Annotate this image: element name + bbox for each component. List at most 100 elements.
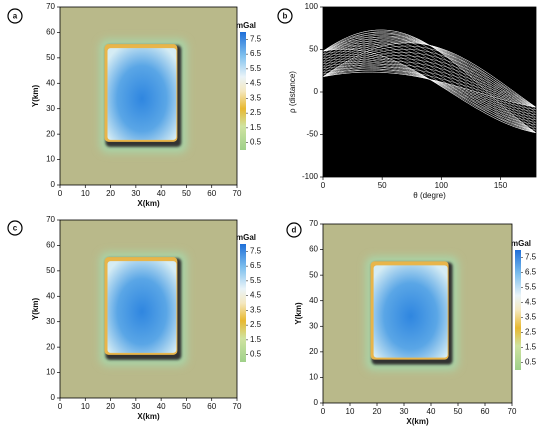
x-tick-label: 0 <box>321 181 326 190</box>
x-tick-label: 40 <box>427 407 436 416</box>
colorbar-tick-label: 6.5 <box>250 261 262 270</box>
anomaly <box>108 48 177 140</box>
plot-area <box>60 7 237 185</box>
colorbar-tick-label: 1.5 <box>525 343 537 352</box>
y-tick-label: 30 <box>46 104 55 113</box>
y-tick-label: 50 <box>309 45 318 54</box>
x-tick-label: 150 <box>494 181 508 190</box>
colorbar-tick-label: 1.5 <box>250 335 262 344</box>
y-tick-label: 20 <box>46 342 55 351</box>
x-tick-label: 10 <box>81 402 90 411</box>
colorbar-tick-label: 7.5 <box>250 34 262 43</box>
x-tick-label: 20 <box>106 402 115 411</box>
colorbar-tick-label: 7.5 <box>525 253 537 262</box>
colorbar-tick-label: 5.5 <box>250 64 262 73</box>
y-tick-label: 50 <box>309 270 318 279</box>
plot-area <box>323 7 536 177</box>
colorbar-label: mGal <box>511 239 531 248</box>
x-tick-label: 0 <box>58 402 63 411</box>
y-tick-label: 70 <box>309 219 318 228</box>
panel-label: a <box>13 12 18 21</box>
x-tick-label: 60 <box>207 402 216 411</box>
y-tick-label: 10 <box>46 155 55 164</box>
x-tick-label: 50 <box>182 402 191 411</box>
x-tick-label: 20 <box>373 407 382 416</box>
x-tick-label: 60 <box>481 407 490 416</box>
x-axis-label: X(km) <box>137 199 160 208</box>
colorbar-label: mGal <box>236 21 256 30</box>
colorbar-tick-label: 6.5 <box>250 49 262 58</box>
x-tick-label: 70 <box>233 402 242 411</box>
colorbar-tick-label: 2.5 <box>250 320 262 329</box>
colorbar-label: mGal <box>236 233 256 242</box>
x-tick-label: 100 <box>435 181 449 190</box>
colorbar-tick-label: 4.5 <box>525 298 537 307</box>
y-axis-label: ρ (distance) <box>288 71 297 113</box>
y-tick-label: 40 <box>309 296 318 305</box>
figure: 0 10 20 30 40 50 60 70 0 10 20 30 40 50 60 70 X(km) Y(km)… <box>0 0 537 426</box>
colorbar-tick-label: 4.5 <box>250 79 262 88</box>
y-tick-label: 60 <box>309 245 318 254</box>
y-tick-label: 0 <box>51 393 56 402</box>
y-tick-label: -100 <box>302 172 319 181</box>
x-tick-label: 30 <box>131 402 140 411</box>
x-tick-label: 70 <box>508 407 517 416</box>
x-axis-label: X(km) <box>137 412 160 421</box>
colorbar-tick-label: 1.5 <box>250 123 262 132</box>
y-tick-label: 0 <box>51 180 56 189</box>
colorbar-tick-label: 5.5 <box>525 283 537 292</box>
x-tick-label: 50 <box>454 407 463 416</box>
y-axis-label: Y(km) <box>294 302 303 325</box>
x-tick-label: 50 <box>182 189 191 198</box>
y-tick-label: -50 <box>306 130 318 139</box>
x-tick-label: 10 <box>346 407 355 416</box>
plot-area <box>60 220 237 398</box>
y-tick-label: 0 <box>314 87 319 96</box>
panel-label: d <box>292 226 297 235</box>
colorbar <box>515 250 521 370</box>
x-tick-label: 20 <box>106 189 115 198</box>
y-tick-label: 0 <box>314 398 319 407</box>
colorbar-tick-label: 3.5 <box>250 93 262 102</box>
y-tick-label: 50 <box>46 53 55 62</box>
colorbar-tick-label: 0.5 <box>525 358 537 367</box>
y-tick-label: 20 <box>309 347 318 356</box>
y-tick-label: 60 <box>46 241 55 250</box>
x-tick-label: 50 <box>378 181 387 190</box>
colorbar-tick-label: 3.5 <box>525 313 537 322</box>
y-axis-label: Y(km) <box>31 85 40 108</box>
x-axis-label: θ (degre) <box>413 191 446 200</box>
panel-label: b <box>283 12 288 21</box>
colorbar-tick-label: 2.5 <box>525 328 537 337</box>
anomaly <box>108 261 177 353</box>
x-tick-label: 70 <box>233 189 242 198</box>
colorbar-tick-label: 4.5 <box>250 291 262 300</box>
plot-area <box>323 224 512 403</box>
x-axis-label: X(km) <box>406 417 429 426</box>
colorbar-tick-label: 7.5 <box>250 246 262 255</box>
colorbar-tick-label: 5.5 <box>250 276 262 285</box>
y-tick-label: 20 <box>46 129 55 138</box>
y-tick-label: 60 <box>46 28 55 37</box>
x-tick-label: 40 <box>157 189 166 198</box>
y-tick-label: 100 <box>305 2 319 11</box>
y-tick-label: 30 <box>46 317 55 326</box>
x-tick-label: 0 <box>321 407 326 416</box>
colorbar-tick-label: 2.5 <box>250 108 262 117</box>
x-tick-label: 0 <box>58 189 63 198</box>
y-tick-label: 10 <box>309 373 318 382</box>
colorbar-tick-label: 0.5 <box>250 350 262 359</box>
x-tick-label: 30 <box>131 189 140 198</box>
x-tick-label: 40 <box>157 402 166 411</box>
y-tick-label: 70 <box>46 215 55 224</box>
x-tick-label: 10 <box>81 189 90 198</box>
y-tick-label: 40 <box>46 291 55 300</box>
y-tick-label: 10 <box>46 368 55 377</box>
colorbar-tick-label: 0.5 <box>250 138 262 147</box>
y-tick-label: 70 <box>46 2 55 11</box>
y-axis-label: Y(km) <box>31 298 40 321</box>
anomaly <box>374 265 448 357</box>
